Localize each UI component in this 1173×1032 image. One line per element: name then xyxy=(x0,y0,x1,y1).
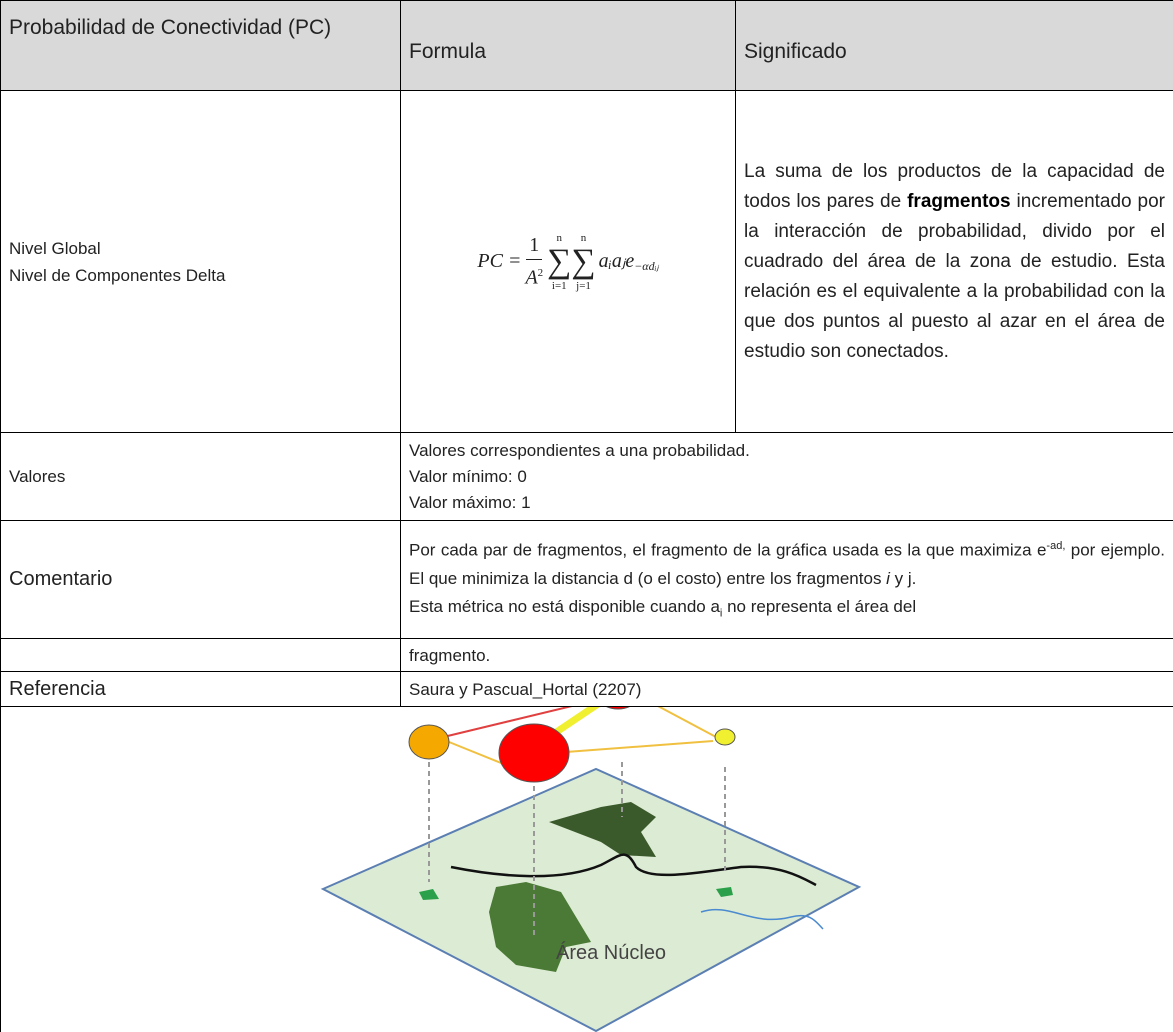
diagram-cell: Área Núcleo xyxy=(0,706,1173,1032)
header-row: Probabilidad de Conectividad (PC) Formul… xyxy=(0,0,1173,91)
sum-lower: j=1 xyxy=(576,279,591,292)
sigma: ∑ xyxy=(571,242,596,280)
value-line: Valores correspondientes a una probabili… xyxy=(409,440,750,460)
patch xyxy=(549,802,656,857)
diagram: Área Núcleo xyxy=(320,707,862,1032)
comment-row: Comentario Por cada par de fragmentos, e… xyxy=(0,520,1173,639)
plane xyxy=(320,767,862,1032)
sum-upper: n xyxy=(580,231,587,244)
comment-text: no representa el área del xyxy=(722,596,917,616)
den-base: A xyxy=(525,266,538,289)
comment-text: y j. xyxy=(889,568,917,588)
value-line: Valor mínimo: 0 xyxy=(409,466,527,486)
reference-cell: Saura y Pascual_Hortal (2207) xyxy=(400,671,1173,707)
levels-cell: Nivel Global Nivel de Componentes Delta xyxy=(0,90,401,433)
patch xyxy=(489,882,591,972)
stream xyxy=(700,908,824,930)
level: Nivel Global xyxy=(9,238,101,258)
meaning-text: La suma de los productos de la capacidad… xyxy=(744,160,1165,212)
denominator: A2 xyxy=(525,260,543,292)
header-cell: Probabilidad de Conectividad (PC) xyxy=(0,0,401,91)
sigma: ∑ xyxy=(547,242,572,280)
comment-sub: i xyxy=(719,607,723,620)
formula: PC = 1 A2 n ∑ i=1 n ∑ j=1 aᵢaⱼe −αdᵢⱼ xyxy=(409,231,727,293)
comment-text: Esta métrica no está disponible cuando a xyxy=(409,596,720,616)
link xyxy=(430,707,573,741)
comment-cell: Por cada par de fragmentos, el fragmento… xyxy=(400,520,1173,639)
continuation-row: fragmento. xyxy=(0,638,1173,672)
numerator: 1 xyxy=(526,232,543,260)
link xyxy=(565,740,714,753)
exponent: −αdᵢⱼ xyxy=(634,258,659,273)
node xyxy=(606,707,630,710)
reference-row: Referencia Saura y Pascual_Hortal (2207) xyxy=(0,671,1173,707)
row-label: Valores xyxy=(0,432,401,521)
level: Nivel de Componentes Delta xyxy=(9,265,226,285)
den-exp: 2 xyxy=(537,266,544,279)
empty-cell xyxy=(0,638,401,672)
node xyxy=(408,724,450,760)
comment-text: Por cada par de fragmentos, el fragmento… xyxy=(409,540,1047,560)
sum-lower: i=1 xyxy=(551,279,567,292)
comment-text: por ejemplo. El que minimiza la distanci… xyxy=(409,540,1165,588)
sum-upper: n xyxy=(556,231,563,244)
patch xyxy=(716,887,733,897)
sum: n ∑ j=1 xyxy=(571,231,595,293)
values-cell: Valores correspondientes a una probabili… xyxy=(400,432,1173,521)
continuation-cell: fragmento. xyxy=(400,638,1173,672)
node xyxy=(498,723,570,783)
row-label: Comentario xyxy=(0,520,401,639)
terms: aᵢaⱼe xyxy=(598,250,635,272)
meaning-text: incrementado por la interacción de proba… xyxy=(744,190,1166,362)
comment-italic: i xyxy=(886,568,890,588)
diagram-row: Área Núcleo xyxy=(0,706,1173,1032)
meaning-bold: fragmentos xyxy=(907,190,1011,212)
formula-left: PC = xyxy=(477,250,522,272)
river xyxy=(450,853,817,887)
link xyxy=(657,707,717,738)
node xyxy=(714,728,736,746)
row-label: Referencia xyxy=(0,671,401,707)
diagram-label: Área Núcleo xyxy=(556,941,666,964)
link xyxy=(448,741,507,766)
formula-cell: PC = 1 A2 n ∑ i=1 n ∑ j=1 aᵢaⱼe −αdᵢⱼ xyxy=(400,90,736,433)
comment-sup: -ad, xyxy=(1046,539,1066,552)
values-row: Valores Valores correspondientes a una p… xyxy=(0,432,1173,521)
sum: n ∑ i=1 xyxy=(547,231,571,293)
header-cell: Formula xyxy=(400,0,736,91)
value-line: Valor máximo: 1 xyxy=(409,492,531,512)
global-row: Nivel Global Nivel de Componentes Delta P… xyxy=(0,90,1173,433)
meaning-cell: La suma de los productos de la capacidad… xyxy=(735,90,1173,433)
patch xyxy=(419,889,439,900)
header-cell: Significado xyxy=(735,0,1173,91)
fraction: 1 A2 xyxy=(525,232,543,292)
arrows xyxy=(428,762,726,937)
